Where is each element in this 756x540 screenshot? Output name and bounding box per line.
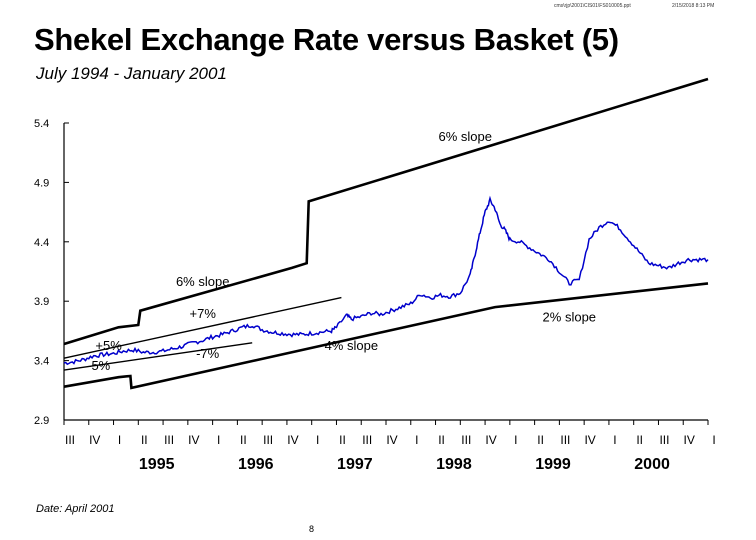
y-tick-label: 3.4: [34, 356, 49, 368]
band-line-inner: [63, 296, 342, 359]
x-quarter-label: III: [659, 433, 669, 447]
x-quarter-label: II: [339, 433, 346, 447]
x-quarter-label: IV: [287, 433, 298, 447]
timestamp-header: 2/15/2018 8:13 PM: [672, 3, 715, 9]
x-quarter-label: III: [65, 433, 75, 447]
x-quarter-label: III: [461, 433, 471, 447]
x-year-label: 1998: [436, 456, 472, 473]
chart-subtitle: July 1994 - January 2001: [36, 64, 227, 83]
x-quarter-label: III: [560, 433, 570, 447]
annotation-label: 6% slope: [176, 274, 229, 289]
y-tick-label: 5.4: [34, 118, 49, 130]
band-line: [63, 77, 709, 346]
annotation-label: -7%: [196, 346, 220, 361]
x-quarter-label: IV: [584, 433, 595, 447]
chart-title: Shekel Exchange Rate versus Basket (5): [34, 22, 619, 57]
x-quarter-label: I: [712, 433, 715, 447]
x-quarter-label: III: [263, 433, 273, 447]
x-quarter-label: II: [636, 433, 643, 447]
annotation-label: 6% slope: [439, 129, 492, 144]
y-tick-label: 4.4: [34, 237, 49, 249]
x-quarter-label: II: [240, 433, 247, 447]
x-year-label: 1995: [139, 456, 175, 473]
file-path-header: cms\rjp\2001\CIS01\FS010005.ppt: [554, 3, 631, 9]
x-quarter-label: I: [217, 433, 220, 447]
date-note: Date: April 2001: [36, 503, 115, 515]
y-tick-label: 4.9: [34, 177, 49, 189]
x-quarter-label: I: [514, 433, 517, 447]
x-quarter-label: III: [362, 433, 372, 447]
y-tick-label: 3.9: [34, 296, 49, 308]
annotation-label: +5%: [95, 338, 122, 353]
exchange-rate-series: [63, 195, 709, 366]
band-line: [63, 282, 709, 390]
x-quarter-label: IV: [89, 433, 100, 447]
x-quarter-label: I: [415, 433, 418, 447]
page-number: 8: [309, 524, 315, 534]
x-year-label: 1999: [535, 456, 571, 473]
annotation-label: +7%: [190, 306, 217, 321]
x-quarter-label: IV: [485, 433, 496, 447]
x-year-label: 2000: [634, 456, 670, 473]
x-year-label: 1996: [238, 456, 274, 473]
x-quarter-label: I: [316, 433, 319, 447]
x-quarter-label: IV: [684, 433, 695, 447]
annotation-label: -5%: [87, 358, 111, 373]
x-quarter-label: IV: [188, 433, 199, 447]
x-quarter-label: I: [613, 433, 616, 447]
annotation-label: 2% slope: [543, 309, 596, 324]
annotation-label: 4% slope: [325, 338, 378, 353]
x-quarter-label: II: [537, 433, 544, 447]
x-quarter-label: II: [141, 433, 148, 447]
x-quarter-label: II: [438, 433, 445, 447]
x-quarter-label: III: [164, 433, 174, 447]
x-quarter-label: IV: [386, 433, 397, 447]
y-tick-label: 2.9: [34, 415, 49, 427]
x-quarter-label: I: [118, 433, 121, 447]
band-line-inner: [63, 342, 253, 371]
x-year-label: 1997: [337, 456, 373, 473]
